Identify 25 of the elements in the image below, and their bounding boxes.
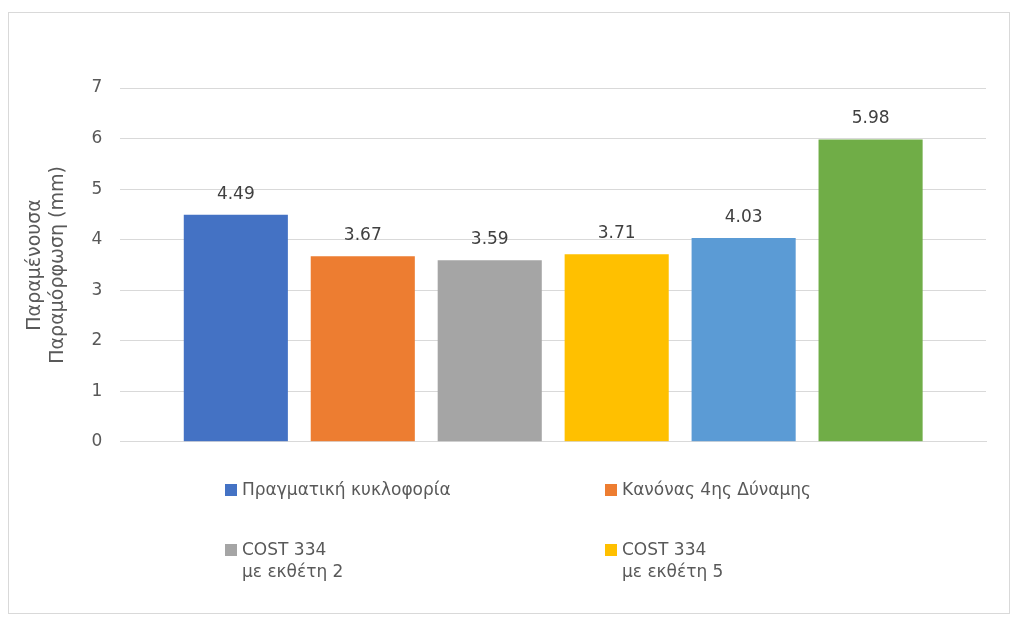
data-label: 4.03: [724, 206, 763, 227]
legend-label: Κανόνας 4ης Δύναμης: [622, 478, 812, 501]
bar: [564, 254, 669, 442]
legend-label: COST 334 με εκθέτη 2: [242, 538, 344, 583]
bar: [437, 260, 542, 442]
data-label: 3.59: [470, 228, 509, 249]
y-tick-label: 5: [91, 177, 103, 198]
bar: [818, 139, 923, 442]
y-tick-label: 4: [91, 228, 103, 249]
legend-label: Πραγματική κυκλοφορία: [242, 478, 451, 501]
y-tick-label: 3: [91, 278, 103, 299]
y-tick-label: 6: [91, 126, 103, 147]
data-label: 3.67: [343, 224, 382, 245]
data-label: 4.49: [216, 182, 255, 203]
y-tick-label: 2: [91, 329, 103, 350]
legend-label: COST 334 με εκθέτη 5: [622, 538, 724, 583]
data-label: 5.98: [851, 107, 890, 128]
y-tick-label: 1: [91, 379, 103, 400]
data-label: 3.71: [597, 222, 636, 243]
bar: [183, 214, 288, 442]
y-tick-label: 0: [91, 430, 103, 451]
y-axis-title: Παραμένουσα Παραμόρφωση (mm): [22, 166, 68, 364]
bar: [310, 256, 415, 442]
y-tick-label: 7: [91, 76, 103, 97]
bar: [691, 238, 796, 442]
